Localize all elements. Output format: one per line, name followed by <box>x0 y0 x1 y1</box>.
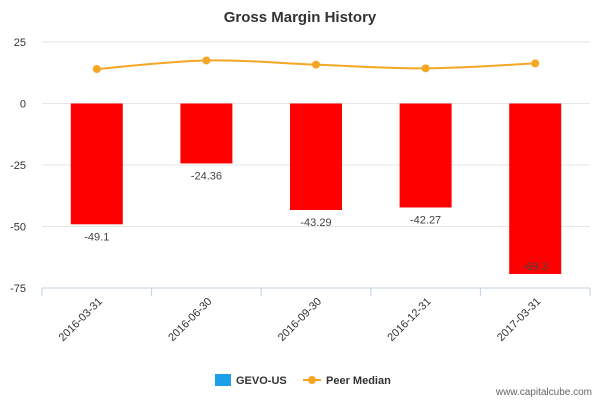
bar-series <box>70 103 562 274</box>
peer-median-point-2 <box>312 60 320 69</box>
legend-label-peer: Peer Median <box>326 375 391 387</box>
y-tick-label-1: 0 <box>20 99 26 111</box>
bar-label-2: -43.29 <box>300 217 331 229</box>
bar-4 <box>509 103 562 274</box>
bar-0 <box>70 103 123 225</box>
bar-3 <box>399 103 452 208</box>
x-tick-label-4: 2017-03-31 <box>495 296 543 344</box>
bar-label-4: -69.3 <box>523 261 548 273</box>
y-tick-label-4: -75 <box>10 283 26 295</box>
peer-median-point-4 <box>531 59 540 68</box>
y-tick-label-3: -50 <box>10 222 26 234</box>
x-tick-label-1: 2016-06-30 <box>166 296 214 344</box>
bar-data-labels: -49.1 -24.36 -43.29 -42.27 -69.3 <box>84 170 547 273</box>
bar-1 <box>180 103 233 164</box>
x-axis <box>41 287 591 296</box>
y-tick-label-2: -25 <box>10 160 26 172</box>
x-tick-label-0: 2016-03-31 <box>57 296 105 344</box>
line-series <box>92 56 540 74</box>
bar-label-3: -42.27 <box>410 214 441 226</box>
peer-median-point-1 <box>202 56 211 65</box>
legend-swatch-gevo <box>215 374 231 386</box>
peer-median-point-0 <box>92 65 101 74</box>
bar-2 <box>290 103 342 210</box>
x-tick-label-3: 2016-12-31 <box>385 296 433 344</box>
peer-median-point-3 <box>421 64 430 73</box>
bar-label-1: -24.36 <box>191 170 222 182</box>
legend-marker-peer <box>308 376 316 384</box>
source-footer: www.capitalcube.com <box>495 387 592 398</box>
x-tick-label-2: 2016-09-30 <box>276 296 324 344</box>
bar-label-0: -49.1 <box>84 231 109 243</box>
legend: GEVO-US Peer Median <box>215 374 391 387</box>
y-axis-ticks: 25 0 -25 -50 -75 <box>10 37 26 295</box>
x-axis-tick-labels: 2016-03-31 2016-06-30 2016-09-30 2016-12-31… <box>57 296 544 344</box>
chart-title: Gross Margin History <box>224 9 377 26</box>
y-tick-label-0: 25 <box>14 37 26 49</box>
legend-label-gevo: GEVO-US <box>236 375 287 387</box>
